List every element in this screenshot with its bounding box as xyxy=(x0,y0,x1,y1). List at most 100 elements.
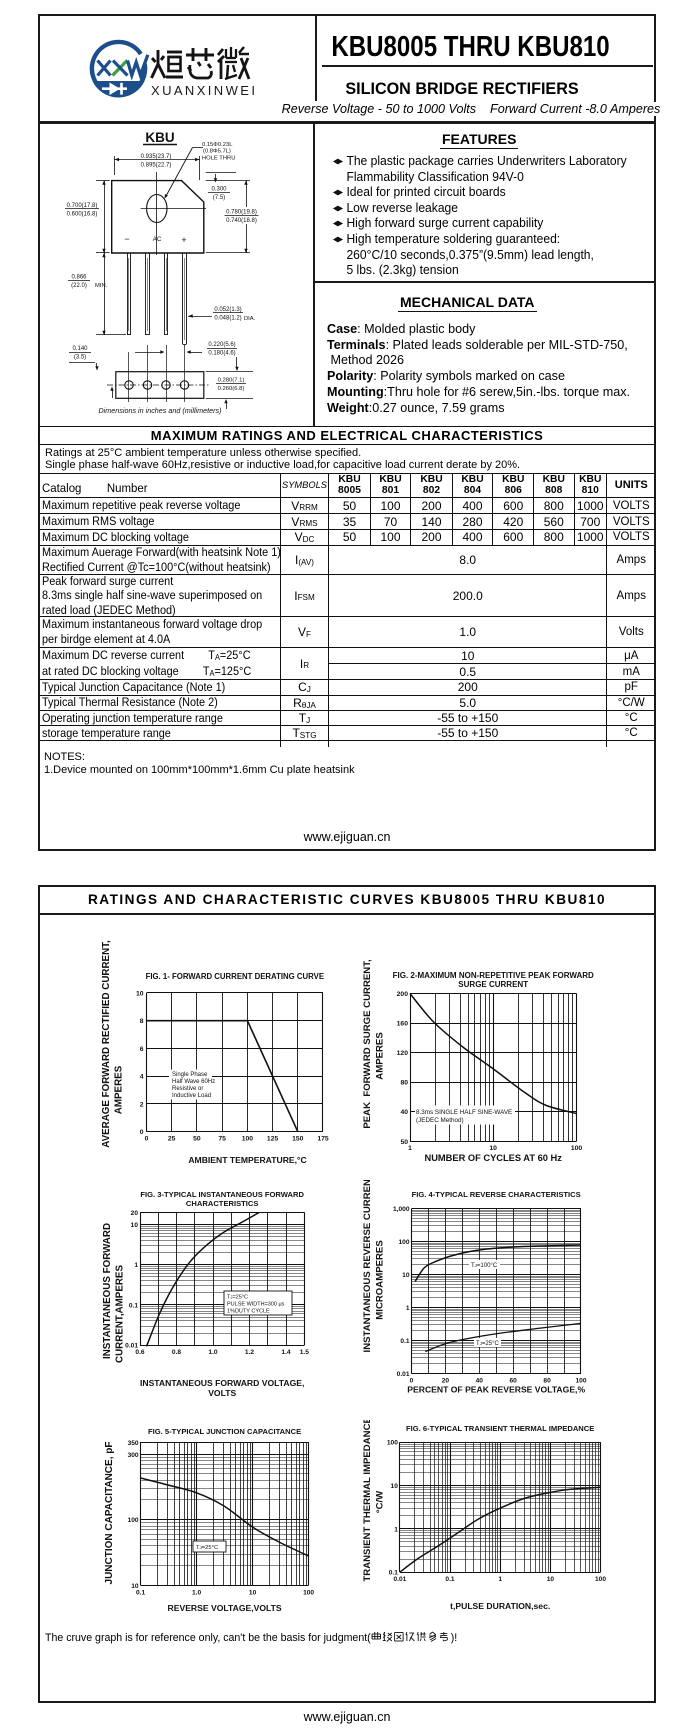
svg-text:PERCENT OF PEAK REVERSE VOLTAG: PERCENT OF PEAK REVERSE VOLTAGE,% xyxy=(407,1385,585,1395)
svg-text:350: 350 xyxy=(128,1440,139,1447)
svg-text:0.280(7.1): 0.280(7.1) xyxy=(218,378,245,384)
svg-text:FIG. 1- FORWARD CURRENT DERATI: FIG. 1- FORWARD CURRENT DERATING CURVE xyxy=(146,972,324,981)
svg-text:300: 300 xyxy=(128,1452,139,1459)
svg-text:0.600(16.8): 0.600(16.8) xyxy=(67,212,98,218)
svg-text:1: 1 xyxy=(406,1305,410,1312)
svg-text:80: 80 xyxy=(400,1080,408,1087)
svg-text:Dimensions in inches and (mill: Dimensions in inches and (millimeters) xyxy=(98,406,221,415)
svg-text:(3.5): (3.5) xyxy=(74,355,86,361)
svg-text:TJ=25°C: TJ=25°C xyxy=(476,1341,499,1347)
svg-text:10: 10 xyxy=(136,991,144,998)
svg-text:FIG. 2-MAXIMUM NON-REPETITIVE: FIG. 2-MAXIMUM NON-REPETITIVE PEAK FORWA… xyxy=(393,971,594,980)
svg-text:100: 100 xyxy=(571,1145,583,1152)
svg-text:100: 100 xyxy=(128,1517,139,1524)
svg-text:1: 1 xyxy=(394,1526,398,1533)
svg-text:8.3ms SINGLE HALF SINE-WAVE: 8.3ms SINGLE HALF SINE-WAVE xyxy=(416,1109,512,1116)
svg-text:175: 175 xyxy=(317,1136,329,1143)
svg-text:0.895(22.7): 0.895(22.7) xyxy=(141,163,172,169)
svg-text:(JEDEC Method): (JEDEC Method) xyxy=(416,1117,464,1124)
svg-text:160: 160 xyxy=(397,1021,409,1028)
svg-text:(22.0): (22.0) xyxy=(71,283,87,289)
svg-text:NUMBER OF CYCLES AT 60 Hz: NUMBER OF CYCLES AT 60 Hz xyxy=(424,1153,562,1163)
svg-text:KBU: KBU xyxy=(145,130,174,145)
svg-text:0.700(17.8): 0.700(17.8) xyxy=(67,203,98,209)
svg-text:0.052(1.3): 0.052(1.3) xyxy=(214,307,241,313)
svg-text:1: 1 xyxy=(498,1576,502,1583)
svg-text:AC: AC xyxy=(153,236,162,243)
svg-text:0.8: 0.8 xyxy=(172,1349,181,1356)
svg-text:TRANSIENT THERMAL IMPEDANCE,: TRANSIENT THERMAL IMPEDANCE, xyxy=(362,1420,373,1582)
svg-text:6: 6 xyxy=(140,1046,144,1053)
svg-text:10: 10 xyxy=(402,1272,410,1279)
svg-text:0.15Φ0.23L: 0.15Φ0.23L xyxy=(202,142,233,148)
svg-text:Inductive Load: Inductive Load xyxy=(172,1093,211,1099)
svg-text:−: − xyxy=(124,234,129,244)
svg-text:100: 100 xyxy=(398,1239,409,1246)
svg-text:0.6: 0.6 xyxy=(135,1349,144,1356)
svg-text:0.1: 0.1 xyxy=(136,1589,145,1596)
svg-text:10: 10 xyxy=(131,1583,139,1590)
svg-text:0.220(5.6): 0.220(5.6) xyxy=(208,342,235,348)
svg-text:1.0: 1.0 xyxy=(192,1589,201,1596)
svg-text:0: 0 xyxy=(145,1136,149,1143)
svg-text:0.1: 0.1 xyxy=(445,1576,454,1583)
svg-text:REVERSE VOLTAGE,VOLTS: REVERSE VOLTAGE,VOLTS xyxy=(168,1603,282,1613)
svg-text:PEAK FORWARD SURGE CURRENT,: PEAK FORWARD SURGE CURRENT, xyxy=(362,959,373,1129)
svg-text:TJ=100°C: TJ=100°C xyxy=(471,1263,498,1269)
svg-text:0.1: 0.1 xyxy=(389,1570,398,1577)
svg-text:AMPERES: AMPERES xyxy=(375,1032,386,1080)
svg-text:0.01: 0.01 xyxy=(393,1576,406,1583)
svg-text:CHARACTERISTICS: CHARACTERISTICS xyxy=(186,1199,259,1208)
svg-text:FIG. 3-TYPICAL INSTANTANEOUS F: FIG. 3-TYPICAL INSTANTANEOUS FORWARD xyxy=(140,1190,304,1199)
svg-text:100: 100 xyxy=(387,1440,398,1447)
svg-text:(0.8Φ5.7L): (0.8Φ5.7L) xyxy=(203,149,231,155)
svg-text:DIA.: DIA. xyxy=(244,316,256,322)
svg-text:SURGE CURRENT: SURGE CURRENT xyxy=(458,980,528,989)
svg-text:INSTANTANEOUS REVERSE CURRENT,: INSTANTANEOUS REVERSE CURRENT, xyxy=(362,1180,373,1352)
svg-text:PULSE WIDTH=300 μs: PULSE WIDTH=300 μs xyxy=(227,1302,285,1308)
svg-text:VOLTS: VOLTS xyxy=(208,1388,236,1398)
svg-text:JUNCTION CAPACITANCE, pF: JUNCTION CAPACITANCE, pF xyxy=(104,1442,115,1585)
svg-text:0.260(6.8): 0.260(6.8) xyxy=(218,386,245,392)
svg-text:INSTANTANEOUS FORWARD: INSTANTANEOUS FORWARD xyxy=(102,1223,113,1359)
svg-text:0.740(18.8): 0.740(18.8) xyxy=(226,218,257,224)
svg-text:FIG. 4-TYPICAL REVERSE CHARACT: FIG. 4-TYPICAL REVERSE CHARACTERISTICS xyxy=(412,1190,581,1199)
svg-text:100: 100 xyxy=(595,1576,606,1583)
svg-text:CURRENT,AMPERES: CURRENT,AMPERES xyxy=(115,1265,126,1363)
svg-text:10: 10 xyxy=(547,1576,555,1583)
svg-text:4: 4 xyxy=(140,1074,144,1081)
svg-text:TJ=25°C: TJ=25°C xyxy=(196,1545,218,1551)
svg-text:50: 50 xyxy=(193,1136,201,1143)
svg-text:0: 0 xyxy=(140,1129,144,1136)
svg-text:0.935(23.7): 0.935(23.7) xyxy=(141,154,172,160)
svg-text:AVERAGE FORWARD RECTIFIED CURR: AVERAGE FORWARD RECTIFIED CURRENT, xyxy=(101,940,112,1148)
svg-text:0: 0 xyxy=(410,1378,414,1385)
svg-text:10: 10 xyxy=(489,1145,497,1152)
svg-text:1: 1 xyxy=(408,1145,412,1152)
svg-text:100: 100 xyxy=(575,1378,586,1385)
svg-text:1.2: 1.2 xyxy=(245,1349,254,1356)
svg-text:2: 2 xyxy=(140,1102,144,1109)
svg-text:80: 80 xyxy=(543,1378,551,1385)
svg-text:FIG. 6-TYPICAL TRANSIENT THERM: FIG. 6-TYPICAL TRANSIENT THERMAL IMPEDAN… xyxy=(406,1424,594,1433)
svg-text:TJ=25°C: TJ=25°C xyxy=(227,1295,248,1301)
svg-text:0.01: 0.01 xyxy=(125,1343,138,1350)
svg-text:0.866: 0.866 xyxy=(71,275,87,281)
svg-text:100: 100 xyxy=(242,1136,254,1143)
svg-text:+: + xyxy=(181,235,186,245)
svg-text:20: 20 xyxy=(442,1378,450,1385)
svg-text:120: 120 xyxy=(397,1050,409,1057)
svg-text:40: 40 xyxy=(400,1109,408,1116)
svg-text:AMBIENT TEMPERATURE,°C: AMBIENT TEMPERATURE,°C xyxy=(188,1155,306,1165)
svg-text:0.300: 0.300 xyxy=(211,187,227,193)
svg-text:(7.5): (7.5) xyxy=(213,195,225,201)
svg-text:0.780(19.8): 0.780(19.8) xyxy=(226,210,257,216)
svg-text:8: 8 xyxy=(140,1018,144,1025)
svg-text:75: 75 xyxy=(218,1136,226,1143)
svg-text:60: 60 xyxy=(510,1378,518,1385)
svg-text:HOLE THRU: HOLE THRU xyxy=(202,156,235,162)
svg-text:°C/W: °C/W xyxy=(375,1490,386,1513)
svg-text:1: 1 xyxy=(134,1262,138,1269)
svg-text:150: 150 xyxy=(292,1136,304,1143)
svg-text:0.180(4.6): 0.180(4.6) xyxy=(208,351,235,357)
